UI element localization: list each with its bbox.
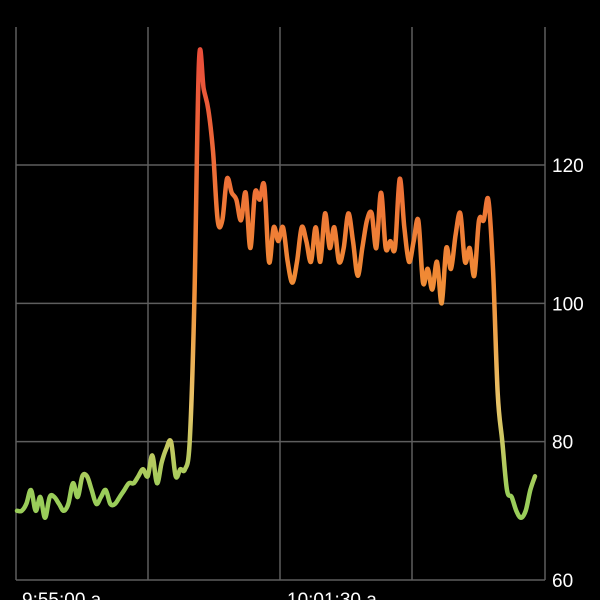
y-tick-label: 60 bbox=[552, 571, 573, 592]
y-tick-label: 80 bbox=[552, 433, 573, 454]
x-tick-label: 9:55:00 a bbox=[22, 590, 102, 600]
x-tick-label: 10:01:30 a bbox=[287, 590, 377, 600]
series-line bbox=[14, 47, 538, 521]
y-tick-label: 100 bbox=[552, 294, 584, 315]
grid-lines bbox=[15, 27, 546, 581]
y-tick-label: 120 bbox=[552, 156, 584, 177]
axis-ticks: 60 80 100 120 9:55:00 a 10:01:30 a bbox=[22, 156, 584, 600]
